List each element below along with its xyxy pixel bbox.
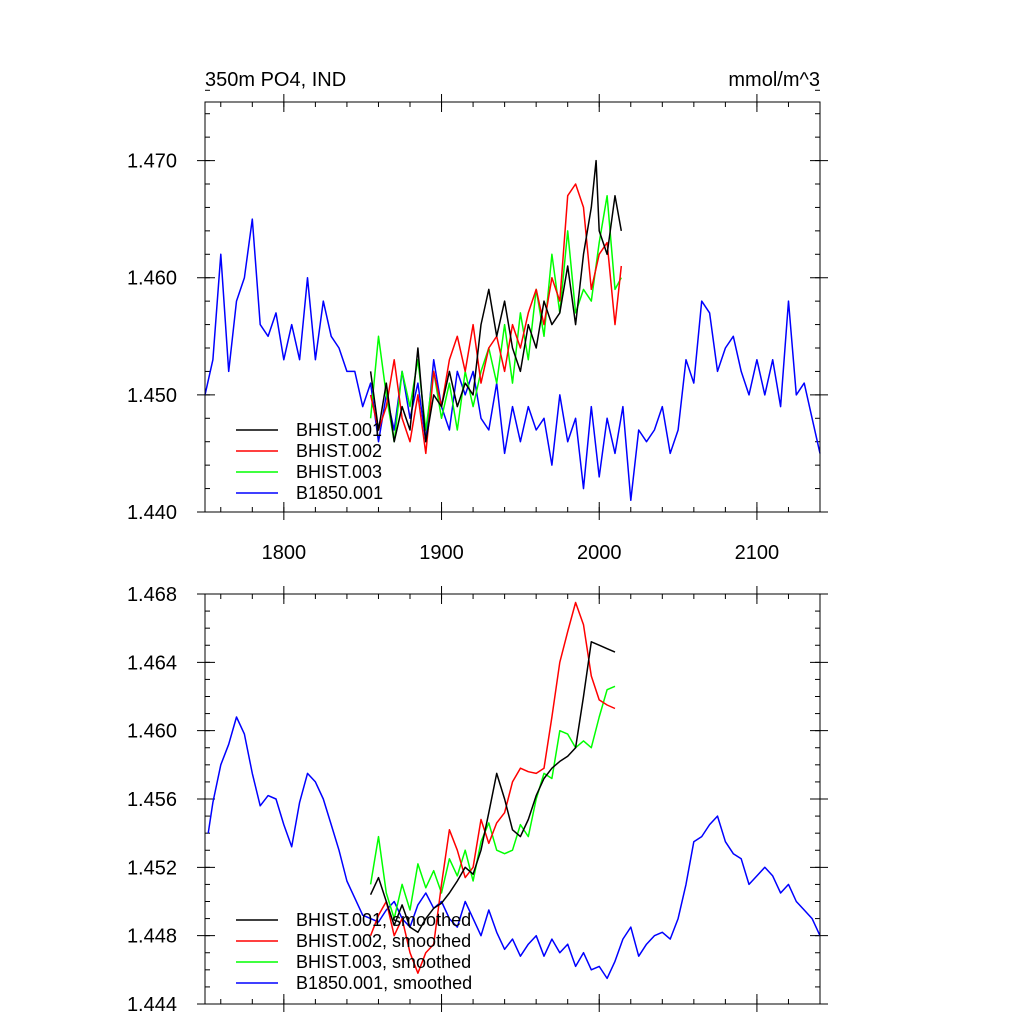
series-line xyxy=(369,601,616,974)
legend-label: BHIST.002, smoothed xyxy=(296,931,471,951)
y-tick-label: 1.440 xyxy=(127,502,177,524)
y-tick-label: 1.450 xyxy=(127,385,177,407)
y-tick-label: 1.464 xyxy=(127,652,177,674)
x-tick-label: 1900 xyxy=(419,542,464,564)
legend-label: BHIST.001 xyxy=(296,420,382,440)
axis-ticks: 1.444 1.448 1.452 1.456 1.460 1.464 1.468 xyxy=(127,584,828,1016)
x-tick-label: 1800 xyxy=(262,542,307,564)
legend-label: B1850.001, smoothed xyxy=(296,973,472,993)
plot-frame xyxy=(204,101,821,513)
y-tick-label: 1.444 xyxy=(127,994,177,1016)
axis-ticks: 1800 1900 2000 2100 1.440 1.450 1.460 1.470 xyxy=(127,89,828,564)
y-tick-label: 1.460 xyxy=(127,268,177,290)
series-line xyxy=(369,641,616,934)
top-panel: 350m PO4, IND mmol/m^3 1800 1900 2000 21001… xyxy=(127,69,828,564)
series-group xyxy=(207,601,821,980)
legend-label: BHIST.003, smoothed xyxy=(296,952,471,972)
bottom-panel: 1.444 1.448 1.452 1.456 1.460 1.464 1.468 BHIS… xyxy=(127,584,828,1016)
y-tick-label: 1.468 xyxy=(127,584,177,606)
series-group xyxy=(204,159,821,502)
y-tick-label: 1.456 xyxy=(127,789,177,811)
series-line xyxy=(369,194,622,443)
series-line xyxy=(369,685,616,920)
legend-label: BHIST.001, smoothed xyxy=(296,910,471,930)
series-line xyxy=(369,183,623,455)
y-tick-label: 1.460 xyxy=(127,721,177,743)
y-tick-label: 1.448 xyxy=(127,926,177,948)
plot-frame xyxy=(204,593,821,1005)
series-line xyxy=(204,218,821,502)
series-line xyxy=(369,159,623,443)
x-tick-label: 2000 xyxy=(577,542,622,564)
y-tick-label: 1.470 xyxy=(127,151,177,173)
legend-label: BHIST.003 xyxy=(296,462,382,482)
legend-label: B1850.001 xyxy=(296,483,383,503)
x-tick-label: 2100 xyxy=(735,542,780,564)
chart-title: 350m PO4, IND xyxy=(205,69,346,91)
y-tick-label: 1.452 xyxy=(127,857,177,879)
series-line xyxy=(207,716,821,980)
legend-label: BHIST.002 xyxy=(296,441,382,461)
units-label: mmol/m^3 xyxy=(728,69,820,91)
